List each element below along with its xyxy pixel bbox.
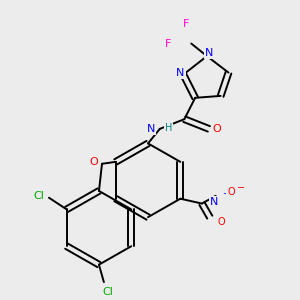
Text: N: N <box>146 124 155 134</box>
Text: F: F <box>164 38 171 49</box>
Text: O: O <box>90 157 98 167</box>
Text: −: − <box>237 183 245 193</box>
Text: N: N <box>210 196 218 207</box>
Text: O: O <box>227 187 235 197</box>
Text: Cl: Cl <box>34 191 45 201</box>
Text: N: N <box>176 68 184 78</box>
Text: N: N <box>205 48 213 58</box>
Text: F: F <box>183 19 190 29</box>
Text: O: O <box>218 217 225 227</box>
Text: H: H <box>165 123 172 133</box>
Text: O: O <box>212 124 221 134</box>
Text: Cl: Cl <box>102 287 113 297</box>
Text: +: + <box>223 189 230 198</box>
